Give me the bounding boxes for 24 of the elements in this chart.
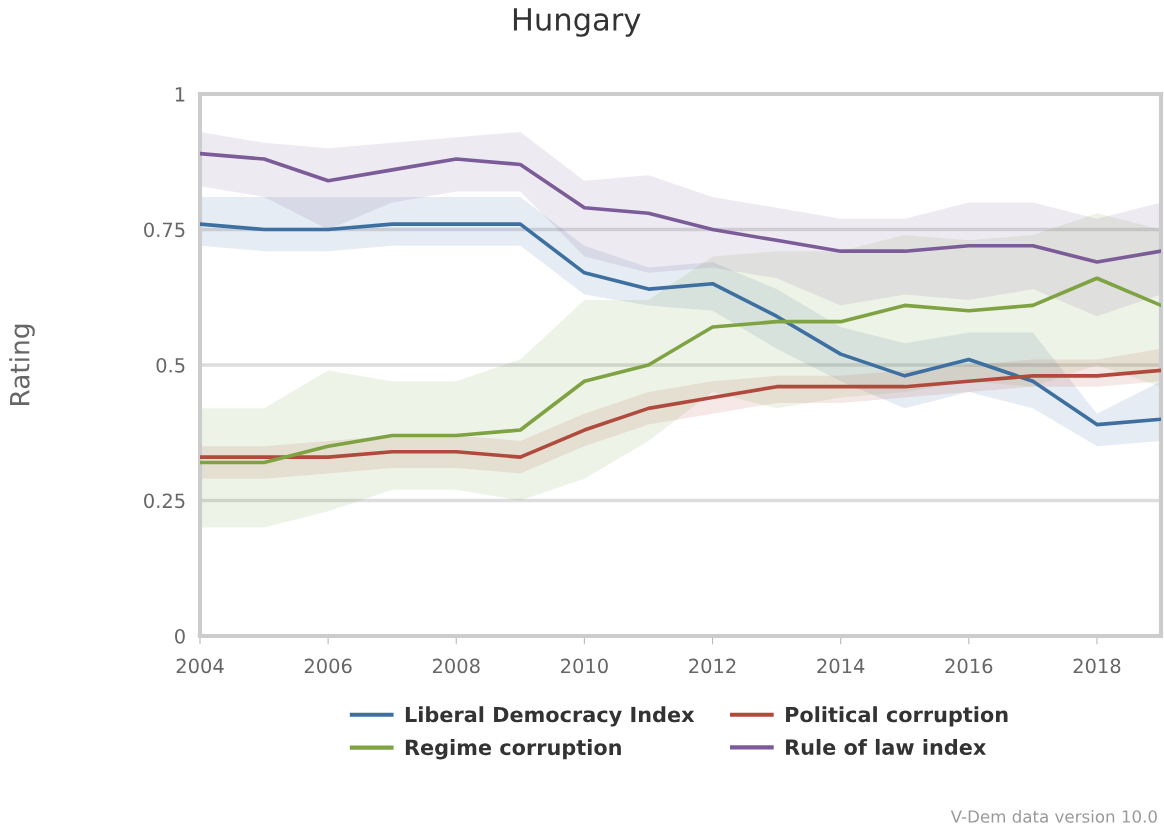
y-tick-label: 0.5 [156,357,185,373]
y-tick-label: 0 [175,628,185,644]
x-tick-label: 2014 [817,658,865,674]
x-tick-label: 2016 [945,658,993,674]
line-series [200,368,1161,459]
legend-label: Liberal Democracy Index [405,706,695,727]
x-tick-label: 2008 [432,658,480,674]
legend-label: Political corruption [786,706,1008,727]
x-tick-label: 2006 [304,658,352,674]
line-series [200,151,1161,264]
x-tick-label: 2012 [689,658,736,674]
y-tick-label: 0.25 [144,493,185,509]
x-tick-label: 2018 [1073,658,1121,674]
chart-title: Hungary [513,8,641,37]
y-axis-title: Rating [9,324,35,405]
line-series [200,222,1161,427]
text: V-Dem data version 10.0 [950,809,1157,823]
y-tick-label: 0.75 [144,222,185,238]
line-series [200,276,1161,465]
legend-label: Rule of law index [786,738,986,756]
x-tick-label: 2004 [176,658,224,674]
legend-label: Regime corruption [405,739,621,760]
x-tick-label: 2010 [561,658,608,674]
y-tick-label: 1 [175,87,185,102]
